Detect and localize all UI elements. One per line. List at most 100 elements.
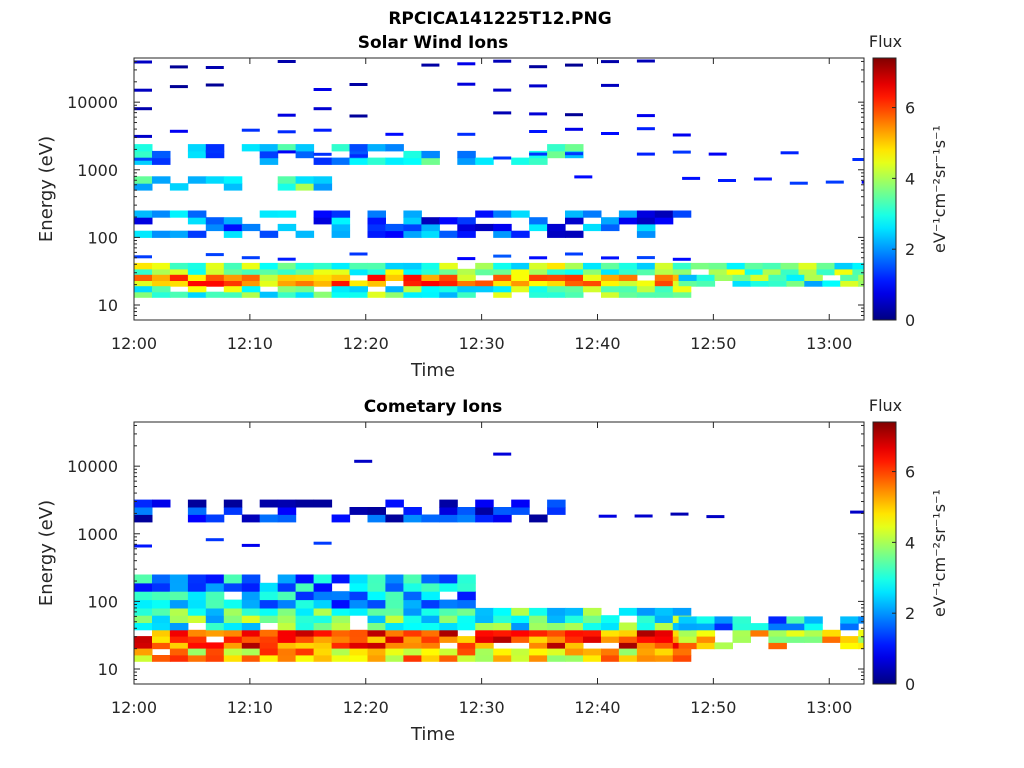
- heatmap-cell: [331, 230, 351, 238]
- x-tick-label: 12:30: [459, 334, 505, 353]
- heatmap-cell: [618, 286, 638, 293]
- heatmap-cell: [152, 582, 171, 592]
- heatmap-cell: [678, 280, 698, 287]
- heatmap-cell: [403, 582, 422, 592]
- heatmap-cell: [636, 291, 656, 298]
- heatmap-cell: [475, 636, 494, 643]
- heatmap-cell: [798, 262, 817, 270]
- colorbar-tick-label: 2: [905, 240, 915, 259]
- heatmap-cell: [858, 636, 864, 643]
- heatmap-cell: [205, 223, 225, 232]
- heatmap-cell: [385, 144, 404, 152]
- heatmap-cell: [529, 514, 548, 523]
- heatmap-cell: [457, 157, 476, 165]
- heatmap-cell: [618, 274, 638, 281]
- heatmap-cell: [439, 599, 458, 609]
- heatmap-cell: [672, 268, 692, 276]
- heatmap-dash: [636, 256, 655, 260]
- heatmap-cell: [152, 230, 171, 238]
- heatmap-cell: [601, 223, 620, 232]
- heatmap-cell: [403, 642, 422, 650]
- heatmap-dash: [421, 63, 440, 67]
- heatmap-cell: [750, 623, 769, 631]
- heatmap-cell: [385, 157, 404, 165]
- heatmap-cell: [636, 607, 656, 616]
- heatmap-cell: [187, 582, 207, 592]
- heatmap-cell: [205, 262, 225, 270]
- heatmap-dash: [354, 459, 373, 463]
- heatmap-cell: [295, 176, 315, 184]
- heatmap-cell: [169, 291, 189, 298]
- heatmap-cell: [732, 636, 751, 643]
- heatmap-cell: [618, 648, 638, 656]
- heatmap-cell: [439, 286, 458, 293]
- heatmap-cell: [654, 615, 674, 623]
- heatmap-cell: [367, 280, 386, 287]
- heatmap-cell: [349, 507, 368, 515]
- heatmap-cell: [511, 622, 530, 631]
- heatmap-cell: [367, 636, 386, 643]
- heatmap-dash: [493, 59, 512, 63]
- heatmap-cell: [421, 268, 440, 276]
- heatmap-cell: [259, 150, 279, 159]
- heatmap-cell: [349, 582, 368, 592]
- heatmap-cell: [601, 286, 620, 293]
- heatmap-cell: [313, 642, 333, 650]
- heatmap-cell: [439, 291, 458, 298]
- heatmap-cell: [259, 615, 279, 623]
- heatmap-cell: [295, 150, 315, 159]
- heatmap-cell: [187, 591, 207, 601]
- heatmap-cell: [277, 582, 297, 592]
- heatmap-cell: [786, 280, 805, 287]
- heatmap-cell: [636, 622, 656, 631]
- x-tick-label: 12:00: [111, 334, 157, 353]
- heatmap-cell: [367, 591, 386, 601]
- heatmap-cell: [583, 223, 602, 232]
- heatmap-cell: [313, 629, 333, 637]
- heatmap-dash: [457, 132, 476, 136]
- heatmap-cell: [134, 210, 153, 218]
- heatmap-cell: [259, 655, 279, 662]
- heatmap-cell: [205, 176, 225, 184]
- heatmap-cell: [493, 230, 512, 238]
- y-tick-label: 10000: [67, 457, 118, 476]
- heatmap-cell: [403, 230, 422, 238]
- heatmap-cell: [259, 582, 279, 592]
- heatmap-cell: [654, 291, 674, 298]
- heatmap-cell: [223, 507, 243, 515]
- y-tick-label: 100: [87, 228, 118, 247]
- heatmap-cell: [403, 286, 422, 293]
- colorbar-tick-label: 6: [905, 99, 915, 118]
- heatmap-cell: [169, 655, 189, 662]
- heatmap-cell: [744, 268, 764, 276]
- heatmap-cell: [385, 655, 404, 662]
- heatmap-cell: [259, 607, 279, 616]
- heatmap-cell: [152, 642, 171, 650]
- heatmap-cell: [187, 499, 207, 508]
- heatmap-dash: [861, 180, 864, 184]
- heatmap-cell: [134, 157, 153, 165]
- heatmap-cell: [547, 291, 566, 298]
- heatmap-cell: [636, 230, 656, 238]
- heatmap-cell: [583, 636, 602, 643]
- heatmap-cell: [822, 280, 841, 287]
- heatmap-dash: [134, 255, 152, 259]
- heatmap-cell: [403, 210, 422, 218]
- heatmap-cell: [205, 615, 225, 623]
- x-tick-label: 12:40: [574, 698, 620, 717]
- heatmap-cell: [169, 230, 189, 238]
- heatmap-cells: [134, 59, 864, 298]
- heatmap-cell: [187, 629, 207, 637]
- heatmap-cell: [403, 514, 422, 523]
- heatmap-cell: [529, 636, 548, 643]
- heatmap-cell: [331, 655, 351, 662]
- heatmap-cell: [331, 607, 351, 616]
- heatmap-cell: [529, 291, 548, 298]
- heatmap-cell: [313, 599, 333, 609]
- heatmap-cell: [678, 636, 698, 643]
- heatmap-dash: [313, 541, 332, 545]
- heatmap-cell: [259, 262, 279, 270]
- heatmap-cell: [313, 274, 333, 281]
- heatmap-dash: [241, 543, 260, 547]
- heatmap-cell: [601, 648, 620, 656]
